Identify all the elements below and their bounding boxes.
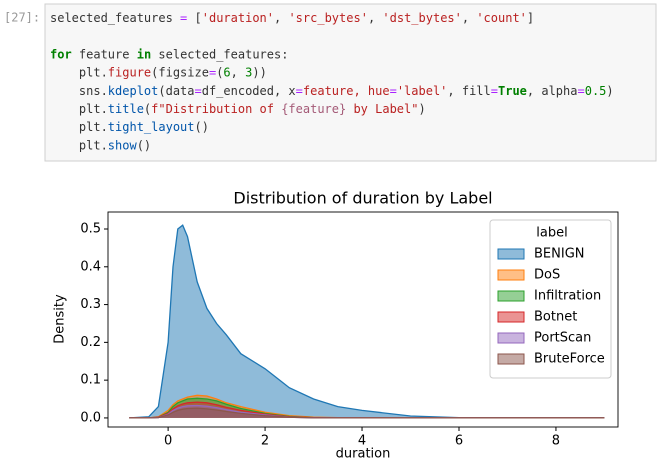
code-token: feature, hue bbox=[303, 83, 390, 97]
x-tick-label: 4 bbox=[358, 434, 366, 449]
code-token: feature bbox=[72, 47, 137, 61]
legend-label: Infiltration bbox=[534, 289, 601, 304]
legend-swatch bbox=[497, 353, 525, 365]
cell-prompt: [27]: bbox=[4, 11, 40, 25]
chart-title: Distribution of duration by Label bbox=[233, 189, 492, 208]
code-token: )) bbox=[252, 65, 266, 79]
legend-swatch bbox=[497, 248, 525, 260]
code-token: () bbox=[195, 120, 209, 134]
code-token: , fill bbox=[447, 83, 490, 97]
code-token: = bbox=[296, 83, 303, 97]
code-token: (figsize bbox=[151, 65, 209, 79]
x-tick-label: 2 bbox=[261, 434, 269, 449]
legend-swatch bbox=[497, 290, 525, 302]
code-token: ) bbox=[606, 83, 613, 97]
x-tick-label: 0 bbox=[164, 434, 172, 449]
code-token: , bbox=[462, 11, 476, 25]
code-token: by Label" bbox=[346, 102, 418, 116]
y-tick-label: 0.1 bbox=[80, 373, 101, 388]
code-token: 3 bbox=[245, 65, 252, 79]
code-token: title bbox=[108, 102, 144, 116]
legend-swatch bbox=[497, 311, 525, 323]
code-token: () bbox=[137, 138, 151, 152]
code-token: plt. bbox=[50, 65, 108, 79]
code-token: = bbox=[577, 83, 584, 97]
y-tick-label: 0.0 bbox=[80, 410, 101, 425]
code-token: tight_layout bbox=[108, 120, 195, 134]
code-token: 'src_bytes' bbox=[288, 11, 367, 25]
y-axis-label: Density bbox=[53, 294, 68, 344]
code-token: for bbox=[50, 47, 72, 61]
code-token: 'dst_bytes' bbox=[382, 11, 461, 25]
legend-label: Botnet bbox=[534, 310, 577, 325]
plot-frame bbox=[107, 211, 619, 428]
code-token: (data bbox=[158, 83, 194, 97]
code-token: = bbox=[491, 83, 498, 97]
code-token: [ bbox=[195, 11, 202, 25]
code-token: 'label' bbox=[397, 83, 448, 97]
code-token: selected_features: bbox=[151, 47, 288, 61]
code-token: True bbox=[498, 83, 527, 97]
code-token: {feature} bbox=[281, 102, 346, 116]
legend-swatch bbox=[497, 332, 525, 344]
code-line: selected_features = ['duration', 'src_by… bbox=[50, 11, 534, 25]
code-token: ] bbox=[527, 11, 534, 25]
density-area bbox=[129, 408, 605, 418]
density-area bbox=[129, 225, 605, 418]
y-tick-label: 0.3 bbox=[80, 297, 101, 312]
code-token: df_encoded, x bbox=[202, 83, 296, 97]
legend-label: BENIGN bbox=[534, 247, 585, 262]
code-token: ( bbox=[216, 65, 223, 79]
code-line: for feature in selected_features: bbox=[50, 47, 288, 61]
code-token: , bbox=[231, 65, 245, 79]
code-token: = bbox=[390, 83, 397, 97]
code-token: f"Distribution of bbox=[151, 102, 281, 116]
code-token: sns. bbox=[50, 83, 108, 97]
code-token: figure bbox=[108, 65, 151, 79]
code-line: plt.show() bbox=[50, 138, 151, 152]
code-token: ( bbox=[144, 102, 151, 116]
code-token: , bbox=[274, 11, 288, 25]
code-token: 'count' bbox=[476, 11, 527, 25]
code-token: 0.5 bbox=[585, 83, 607, 97]
x-tick-label: 6 bbox=[455, 434, 463, 449]
y-tick-label: 0.2 bbox=[80, 335, 101, 350]
legend-label: PortScan bbox=[534, 331, 591, 346]
code-token: kdeplot bbox=[108, 83, 159, 97]
code-line: plt.tight_layout() bbox=[50, 120, 209, 134]
legend-label: DoS bbox=[534, 268, 560, 283]
code-line: plt.figure(figsize=(6, 3)) bbox=[50, 65, 267, 79]
y-tick-label: 0.5 bbox=[80, 222, 101, 237]
code-cell bbox=[44, 3, 657, 162]
density-line bbox=[129, 224, 605, 419]
code-token: = bbox=[173, 11, 195, 25]
code-token: in bbox=[137, 47, 151, 61]
code-token: 'duration' bbox=[202, 11, 274, 25]
code-token: plt. bbox=[50, 120, 108, 134]
y-tick-label: 0.4 bbox=[80, 259, 101, 274]
code-token: , alpha bbox=[527, 83, 578, 97]
code-line: sns.kdeplot(data=df_encoded, x=feature, … bbox=[50, 83, 614, 97]
legend-swatch bbox=[497, 269, 525, 281]
code-token: 6 bbox=[223, 65, 230, 79]
code-token: = bbox=[209, 65, 216, 79]
code-token: plt. bbox=[50, 138, 108, 152]
x-axis-label: duration bbox=[336, 447, 391, 462]
legend-title: label bbox=[536, 226, 567, 241]
x-tick-label: 8 bbox=[552, 434, 560, 449]
code-token: ) bbox=[418, 102, 425, 116]
code-line: plt.title(f"Distribution of {feature} by… bbox=[50, 102, 426, 116]
code-token: , bbox=[368, 11, 382, 25]
code-token: selected_features bbox=[50, 11, 173, 25]
code-token: show bbox=[108, 138, 138, 152]
density-line bbox=[129, 407, 605, 419]
code-token: = bbox=[195, 83, 202, 97]
code-token: plt. bbox=[50, 102, 108, 116]
legend-label: BruteForce bbox=[534, 352, 605, 367]
